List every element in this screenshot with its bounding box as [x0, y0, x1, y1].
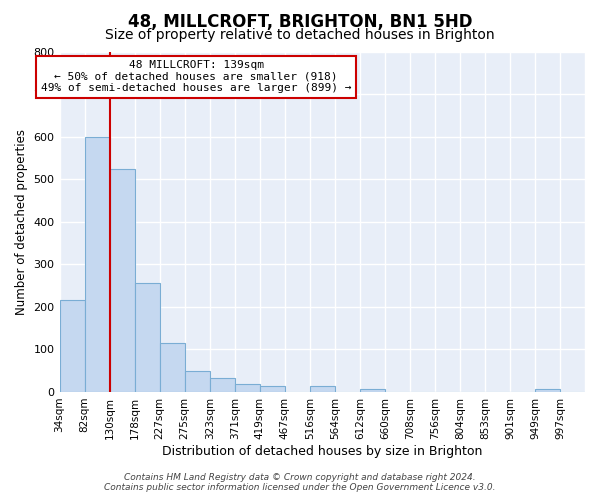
Text: Contains HM Land Registry data © Crown copyright and database right 2024.
Contai: Contains HM Land Registry data © Crown c…	[104, 473, 496, 492]
Bar	[360, 388, 385, 392]
Text: 48, MILLCROFT, BRIGHTON, BN1 5HD: 48, MILLCROFT, BRIGHTON, BN1 5HD	[128, 12, 472, 30]
Bar	[310, 386, 335, 392]
Bar	[59, 300, 85, 392]
Bar	[160, 343, 185, 392]
Text: 48 MILLCROFT: 139sqm
← 50% of detached houses are smaller (918)
49% of semi-deta: 48 MILLCROFT: 139sqm ← 50% of detached h…	[41, 60, 352, 93]
Bar	[110, 168, 134, 392]
Y-axis label: Number of detached properties: Number of detached properties	[15, 128, 28, 314]
Bar	[535, 390, 560, 392]
Text: Size of property relative to detached houses in Brighton: Size of property relative to detached ho…	[105, 28, 495, 42]
Bar	[209, 378, 235, 392]
Bar	[260, 386, 285, 392]
Bar	[85, 136, 110, 392]
X-axis label: Distribution of detached houses by size in Brighton: Distribution of detached houses by size …	[162, 444, 482, 458]
Bar	[134, 284, 160, 392]
Bar	[185, 370, 209, 392]
Bar	[235, 384, 260, 392]
